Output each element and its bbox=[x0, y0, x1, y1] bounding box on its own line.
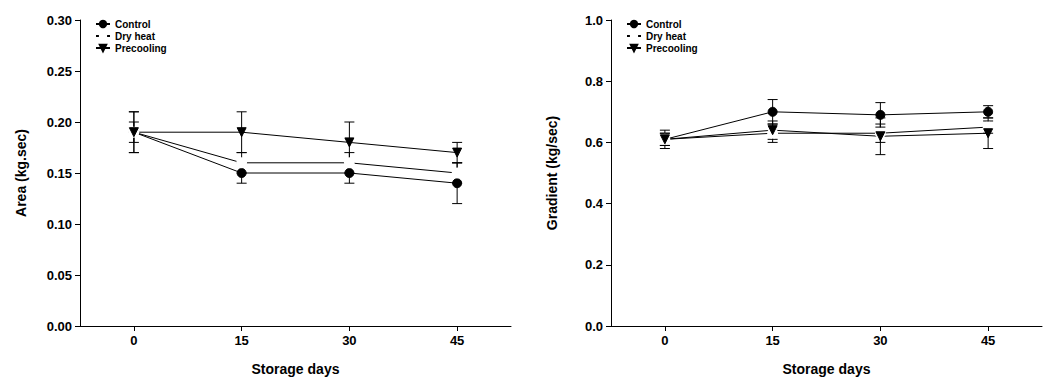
svg-text:0.8: 0.8 bbox=[585, 74, 603, 89]
svg-text:0.4: 0.4 bbox=[585, 196, 604, 211]
svg-text:Area (kg.sec): Area (kg.sec) bbox=[13, 129, 29, 217]
svg-text:Precooling: Precooling bbox=[646, 43, 698, 54]
svg-text:0.05: 0.05 bbox=[47, 268, 72, 283]
svg-text:Storage days: Storage days bbox=[783, 361, 871, 377]
svg-text:15: 15 bbox=[234, 333, 248, 348]
svg-text:0.30: 0.30 bbox=[47, 13, 72, 28]
svg-text:30: 30 bbox=[873, 333, 887, 348]
svg-text:Precooling: Precooling bbox=[115, 43, 167, 54]
svg-text:15: 15 bbox=[765, 333, 779, 348]
svg-text:45: 45 bbox=[981, 333, 995, 348]
svg-text:Dry heat: Dry heat bbox=[115, 31, 156, 42]
svg-text:0.25: 0.25 bbox=[47, 64, 72, 79]
svg-text:Dry heat: Dry heat bbox=[646, 31, 687, 42]
svg-text:Storage days: Storage days bbox=[252, 361, 340, 377]
svg-text:Control: Control bbox=[646, 19, 682, 30]
svg-text:0.15: 0.15 bbox=[47, 166, 72, 181]
svg-text:0.2: 0.2 bbox=[585, 257, 603, 272]
svg-text:1.0: 1.0 bbox=[585, 13, 603, 28]
svg-text:Control: Control bbox=[115, 19, 151, 30]
svg-text:45: 45 bbox=[450, 333, 464, 348]
svg-text:0.6: 0.6 bbox=[585, 135, 603, 150]
svg-text:0.00: 0.00 bbox=[47, 319, 72, 334]
svg-text:0.10: 0.10 bbox=[47, 217, 72, 232]
svg-text:30: 30 bbox=[342, 333, 356, 348]
svg-text:0: 0 bbox=[130, 333, 137, 348]
svg-text:0.0: 0.0 bbox=[585, 319, 603, 334]
svg-text:0: 0 bbox=[661, 333, 668, 348]
svg-text:Gradient (kg/sec): Gradient (kg/sec) bbox=[544, 116, 560, 230]
svg-text:0.20: 0.20 bbox=[47, 115, 72, 130]
